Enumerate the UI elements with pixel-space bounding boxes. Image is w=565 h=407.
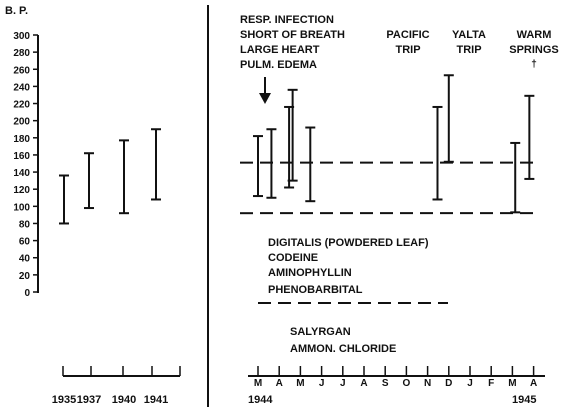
annotation-line: TRIP bbox=[395, 44, 420, 56]
year-label: 1945 bbox=[512, 394, 536, 406]
medication-list-2: SALYRGAN AMMON. CHLORIDE bbox=[290, 326, 396, 355]
month-label: A bbox=[530, 378, 537, 389]
month-label: F bbox=[488, 378, 494, 389]
range-bar bbox=[266, 128, 277, 199]
medication-item: PHENOBARBITAL bbox=[268, 284, 363, 296]
y-axis-label: B. P. bbox=[5, 5, 28, 17]
y-tick-label: 20 bbox=[19, 271, 31, 282]
medication-list-1: DIGITALIS (POWDERED LEAF) CODEINE AMINOP… bbox=[258, 237, 448, 304]
year-label: 1941 bbox=[144, 394, 168, 406]
y-tick-label: 100 bbox=[13, 202, 30, 213]
month-label: S bbox=[382, 378, 389, 389]
annotation-line: LARGE HEART bbox=[240, 44, 320, 56]
month-label: A bbox=[276, 378, 283, 389]
annotation-yalta-trip: YALTA TRIP bbox=[452, 29, 486, 56]
y-tick-label: 260 bbox=[13, 65, 30, 76]
range-bar bbox=[151, 128, 161, 201]
y-tick-label: 80 bbox=[19, 219, 31, 230]
annotation-line: PULM. EDEMA bbox=[240, 59, 317, 71]
month-label: J bbox=[340, 378, 346, 389]
left-panel: B. P. 3002802602402202001801601401201008… bbox=[5, 5, 181, 406]
range-bar bbox=[253, 135, 263, 198]
month-label: J bbox=[467, 378, 473, 389]
year-label: 1935 bbox=[52, 394, 76, 406]
y-tick-label: 180 bbox=[13, 134, 30, 145]
right-range-bars bbox=[253, 74, 535, 214]
year-label: 1944 bbox=[248, 394, 273, 406]
medication-item: AMMON. CHLORIDE bbox=[290, 343, 396, 355]
y-ticks: 3002802602402202001801601401201008060402… bbox=[13, 31, 38, 299]
annotation-line: SPRINGS bbox=[509, 44, 559, 56]
medication-item: SALYRGAN bbox=[290, 326, 351, 338]
annotation-line: YALTA bbox=[452, 29, 486, 41]
annotation-line: WARM bbox=[517, 29, 552, 41]
year-scale: 1935 1937 1940 1941 bbox=[52, 366, 181, 406]
annotation-pacific-trip: PACIFIC TRIP bbox=[386, 29, 429, 56]
y-tick-label: 200 bbox=[13, 117, 30, 128]
month-scale: M A M J J A S O N D J F M A 1944 1945 bbox=[248, 366, 545, 406]
annotation-line: RESP. INFECTION bbox=[240, 14, 334, 26]
range-bar bbox=[443, 74, 454, 163]
range-bar bbox=[524, 94, 535, 180]
y-tick-label: 160 bbox=[13, 151, 30, 162]
range-bar bbox=[510, 141, 521, 214]
medication-item: CODEINE bbox=[268, 252, 318, 264]
y-tick-label: 0 bbox=[24, 288, 30, 299]
left-range-bars bbox=[59, 128, 161, 225]
range-bar bbox=[305, 126, 316, 203]
y-tick-label: 140 bbox=[13, 168, 30, 179]
month-label: M bbox=[296, 378, 304, 389]
month-label: M bbox=[508, 378, 516, 389]
right-panel: RESP. INFECTION SHORT OF BREATH LARGE HE… bbox=[240, 14, 559, 406]
month-label: A bbox=[360, 378, 367, 389]
y-tick-label: 280 bbox=[13, 48, 30, 59]
y-tick-label: 240 bbox=[13, 82, 30, 93]
range-bar bbox=[287, 88, 298, 182]
month-label: D bbox=[445, 378, 452, 389]
month-label: N bbox=[424, 378, 431, 389]
year-label: 1940 bbox=[112, 394, 136, 406]
annotation-resp-infection: RESP. INFECTION SHORT OF BREATH LARGE HE… bbox=[240, 14, 345, 104]
annotation-warm-springs: WARM SPRINGS † bbox=[509, 29, 559, 70]
month-label: O bbox=[403, 378, 411, 389]
y-tick-label: 60 bbox=[19, 237, 31, 248]
year-labels: 1935 1937 1940 1941 bbox=[52, 394, 168, 406]
dagger-symbol: † bbox=[531, 59, 537, 70]
y-tick-label: 120 bbox=[13, 185, 30, 196]
annotation-line: TRIP bbox=[456, 44, 481, 56]
y-tick-label: 220 bbox=[13, 100, 30, 111]
y-tick-label: 40 bbox=[19, 254, 31, 265]
range-bar bbox=[119, 139, 129, 215]
medication-item: AMINOPHYLLIN bbox=[268, 267, 352, 279]
year-label: 1937 bbox=[77, 394, 101, 406]
month-label: J bbox=[319, 378, 325, 389]
annotation-line: PACIFIC bbox=[386, 29, 429, 41]
range-bar bbox=[59, 174, 69, 225]
range-bar bbox=[84, 152, 94, 210]
annotation-line: SHORT OF BREATH bbox=[240, 29, 345, 41]
y-tick-label: 300 bbox=[13, 31, 30, 42]
month-label: M bbox=[254, 378, 262, 389]
medication-item: DIGITALIS (POWDERED LEAF) bbox=[268, 237, 429, 249]
range-bar bbox=[432, 105, 443, 201]
arrow-down-icon bbox=[259, 93, 271, 104]
